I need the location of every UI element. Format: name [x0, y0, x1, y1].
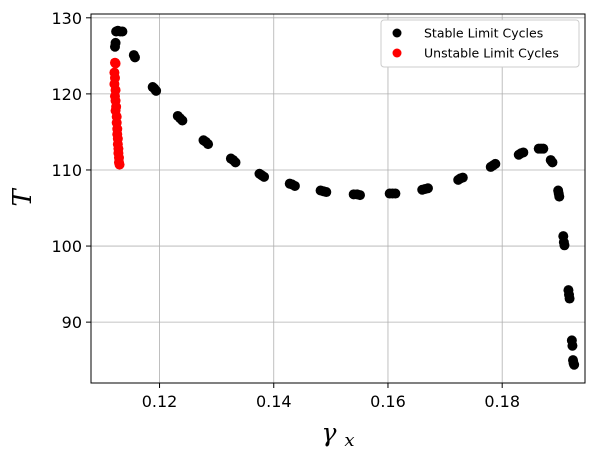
y-tick-label: 90	[62, 313, 82, 332]
x-tick-label: 0.14	[256, 392, 292, 411]
x-axis-label: γ x	[321, 418, 354, 451]
data-point	[354, 190, 365, 201]
data-point	[567, 340, 578, 351]
ticks: 0.12 0.14 0.16 0.18 90 100 110 120 130	[51, 9, 520, 411]
legend-marker	[392, 28, 402, 38]
data-point	[457, 172, 468, 183]
series-2	[109, 57, 125, 170]
data-point	[559, 240, 570, 251]
data-point	[117, 26, 128, 37]
x-tick-label: 0.12	[142, 392, 178, 411]
data-point	[321, 187, 332, 198]
data-point	[554, 191, 565, 202]
y-tick-label: 100	[51, 237, 82, 256]
data-point	[230, 157, 241, 168]
y-tick-label: 110	[51, 161, 82, 180]
series-1	[109, 25, 580, 370]
data-point	[569, 359, 580, 370]
data-point	[564, 293, 575, 304]
data-point	[547, 157, 558, 168]
data-point	[114, 159, 125, 170]
data-point	[259, 171, 270, 182]
data-point	[390, 188, 401, 199]
x-tick-label: 0.16	[370, 392, 406, 411]
data-point	[129, 52, 140, 63]
data-point	[177, 115, 188, 126]
legend-label: Unstable Limit Cycles	[424, 46, 559, 61]
data-point	[289, 180, 300, 191]
x-axis-label-subscript: x	[344, 430, 354, 451]
plot-area	[91, 14, 585, 383]
y-tick-label: 120	[51, 85, 82, 104]
data-point	[203, 139, 214, 150]
legend-box	[380, 19, 580, 68]
legend-marker	[392, 48, 402, 58]
x-axis-label-main: γ	[321, 418, 336, 447]
data-point	[490, 158, 501, 169]
data-point	[110, 37, 121, 48]
data-point	[151, 85, 162, 96]
grid	[91, 14, 585, 383]
y-axis-label: T	[8, 188, 38, 207]
data-points	[109, 25, 580, 370]
y-tick-label: 130	[51, 9, 82, 28]
x-tick-label: 0.18	[484, 392, 520, 411]
data-point	[518, 147, 529, 158]
legend-label: Stable Limit Cycles	[424, 26, 543, 41]
data-point	[110, 58, 121, 69]
data-point	[422, 183, 433, 194]
legend: Stable Limit Cycles Unstable Limit Cycles	[380, 19, 580, 68]
plot-frame	[90, 13, 586, 384]
data-point	[538, 143, 549, 154]
